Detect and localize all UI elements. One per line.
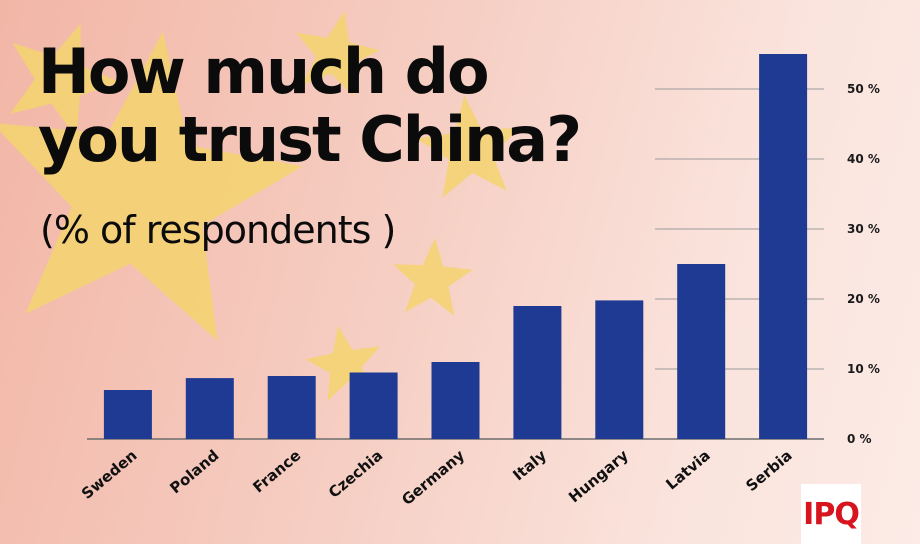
chart-subtitle: (% of respondents ) [40,208,396,252]
bar-czechia [349,372,398,439]
eu-star-1 [296,11,380,97]
x-category-label: Germany [398,446,468,509]
bar-sweden [103,390,152,439]
y-tick-label: 0 % [847,432,872,446]
bar-france [267,376,316,439]
y-tick-label: 50 % [847,82,880,96]
x-category-label: Serbia [742,446,795,495]
ipq-logo: IPQ [801,484,861,544]
eu-star-3 [393,238,473,316]
title-line-1: How much do [38,35,490,108]
eu-star-5 [10,23,120,138]
bar-poland [185,378,234,439]
y-tick-label: 40 % [847,152,880,166]
x-category-label: Poland [166,446,222,497]
bar-hungary [595,300,644,439]
y-tick-label: 10 % [847,362,880,376]
x-category-label: Italy [509,446,550,484]
y-tick-label: 20 % [847,292,880,306]
bar-latvia [677,264,726,439]
x-category-label: Latvia [662,446,713,493]
eu-star-2 [416,95,521,198]
bar-italy [513,306,562,439]
x-category-label: France [249,446,304,496]
title-line-2: you trust China? [38,103,582,176]
eu-star-0 [0,31,303,341]
bar-serbia [759,54,808,439]
x-category-label: Sweden [78,446,140,502]
x-category-label: Hungary [565,446,632,506]
y-tick-label: 30 % [847,222,880,236]
x-category-label: Czechia [325,446,386,501]
chart-title: How much do you trust China? [38,35,582,176]
bar-germany [431,362,480,439]
